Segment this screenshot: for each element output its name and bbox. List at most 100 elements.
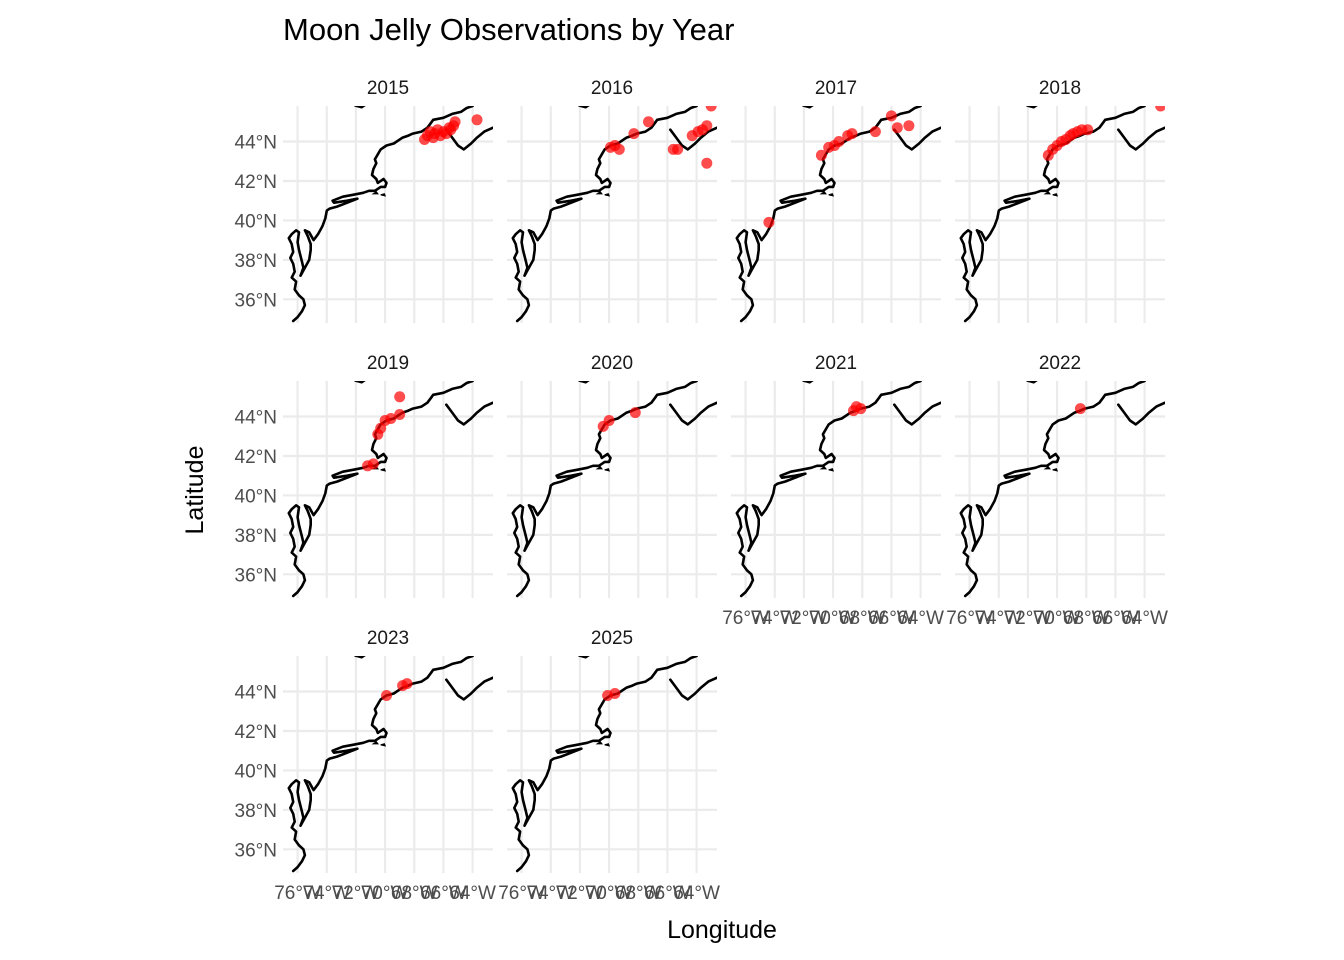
basemap: [287, 106, 493, 323]
observation-points: [1074, 403, 1086, 415]
observation-point: [705, 106, 717, 112]
observation-point: [628, 128, 640, 140]
island: [380, 468, 387, 472]
y-tick-label: 38°N: [235, 801, 277, 822]
observation-point: [763, 216, 775, 228]
x-tick-label: 76°W: [946, 608, 993, 629]
observation-point: [629, 407, 641, 419]
observation-point: [449, 116, 461, 128]
island: [1052, 468, 1059, 472]
y-tick-label: 40°N: [235, 486, 277, 507]
x-axis-title: Longitude: [667, 916, 777, 944]
island: [604, 743, 611, 747]
facet-panels: 2015 36°N 38°N 40°N 42°N 44°N 2016 2017 2018 2019…: [235, 78, 1168, 904]
observation-point: [672, 143, 684, 155]
island: [819, 465, 827, 470]
observation-point: [381, 690, 392, 701]
x-tick-label: 68°W: [615, 883, 662, 904]
observation-point: [833, 136, 845, 147]
y-tick-label: 42°N: [235, 722, 277, 743]
facet-strip-label: 2016: [591, 78, 633, 99]
y-tick-label: 44°N: [235, 683, 277, 704]
coastline-nova-scotia: [1117, 126, 1165, 151]
observation-points: [362, 391, 406, 472]
island: [578, 381, 590, 384]
observation-point: [846, 128, 858, 140]
island: [1026, 381, 1038, 384]
observation-point: [891, 122, 903, 134]
coastline-nova-scotia: [445, 126, 493, 151]
observation-point: [701, 120, 713, 132]
x-tick-label: 68°W: [839, 608, 886, 629]
x-tick-label: 70°W: [362, 883, 409, 904]
facet-panel-2022: 2022 76°W74°W72°W70°W68°W66°W64°W: [946, 353, 1168, 629]
x-tick-label: 76°W: [274, 883, 321, 904]
coastline: [287, 106, 474, 323]
observation-point: [1155, 106, 1165, 112]
island: [578, 106, 590, 109]
observation-points: [763, 110, 915, 228]
island: [1043, 465, 1051, 470]
observation-point: [603, 415, 615, 426]
coastline-nova-scotia: [669, 401, 717, 426]
island: [819, 190, 827, 195]
facet-strip-label: 2025: [591, 628, 633, 649]
observation-point: [869, 126, 881, 138]
x-tick-label: 70°W: [1034, 608, 1081, 629]
x-tick-label: 74°W: [527, 883, 574, 904]
coastline: [287, 656, 474, 873]
x-tick-label: 68°W: [391, 883, 438, 904]
coastline: [511, 656, 698, 873]
facet-strip-label: 2023: [367, 628, 409, 649]
observation-point: [401, 678, 413, 690]
island: [380, 743, 387, 747]
island: [1052, 193, 1059, 197]
coastline: [735, 381, 922, 598]
observation-point: [903, 120, 915, 132]
facet-panel-2018: 2018: [955, 78, 1165, 323]
observation-points: [602, 688, 621, 701]
x-tick-label: 66°W: [1092, 608, 1139, 629]
island: [578, 656, 590, 659]
x-tick-label: 68°W: [1063, 608, 1110, 629]
island: [354, 381, 366, 384]
basemap: [287, 381, 493, 598]
island: [1043, 190, 1051, 195]
basemap: [959, 381, 1165, 598]
coastline: [959, 106, 1146, 323]
coastline-nova-scotia: [669, 676, 717, 701]
island: [828, 468, 835, 472]
coastline: [959, 381, 1146, 598]
x-tick-label: 74°W: [751, 608, 798, 629]
y-tick-label: 40°N: [235, 761, 277, 782]
basemap: [511, 656, 717, 873]
island: [802, 106, 814, 109]
facet-strip-label: 2015: [367, 78, 409, 99]
x-tick-label: 76°W: [498, 883, 545, 904]
island: [380, 193, 387, 197]
basemap: [735, 381, 941, 598]
facet-panel-2025: 2025 76°W74°W72°W70°W68°W66°W64°W: [498, 628, 720, 904]
x-tick-label: 72°W: [333, 883, 380, 904]
facet-strip-label: 2020: [591, 353, 633, 374]
x-tick-label: 64°W: [897, 608, 944, 629]
y-tick-label: 36°N: [235, 290, 277, 311]
facet-panel-2019: 2019 36°N 38°N 40°N 42°N 44°N: [235, 353, 493, 598]
observation-points: [1042, 106, 1165, 161]
coastline-nova-scotia: [893, 401, 941, 426]
island: [354, 106, 366, 109]
island: [604, 193, 611, 197]
coastline-nova-scotia: [1117, 401, 1165, 426]
observation-points: [419, 114, 483, 145]
coastline: [735, 106, 922, 323]
y-tick-label: 42°N: [235, 172, 277, 193]
x-tick-label: 66°W: [420, 883, 467, 904]
facet-panel-2015: 2015 36°N 38°N 40°N 42°N 44°N: [235, 78, 493, 323]
facet-strip-label: 2021: [815, 353, 857, 374]
x-tick-label: 72°W: [557, 883, 604, 904]
coastline: [287, 381, 474, 598]
coastline-nova-scotia: [445, 676, 493, 701]
y-tick-label: 44°N: [235, 133, 277, 154]
x-tick-label: 74°W: [975, 608, 1022, 629]
facet-strip-label: 2022: [1039, 353, 1081, 374]
